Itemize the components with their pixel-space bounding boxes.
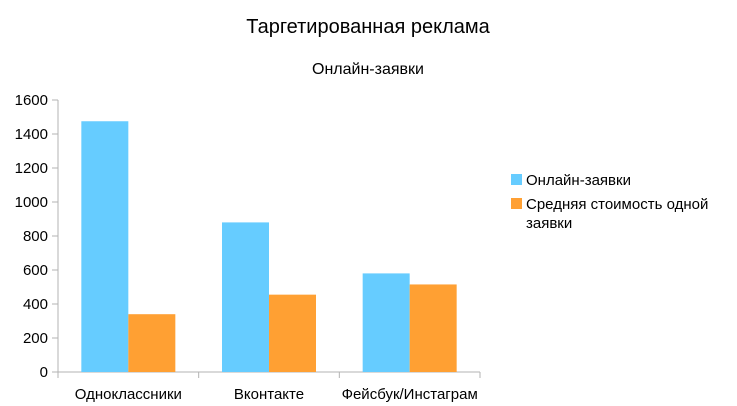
y-tick-label: 1400 [15,126,48,143]
legend-swatch [511,198,522,209]
y-tick-label: 0 [40,364,48,381]
bar [128,314,176,372]
y-tick-label: 400 [23,296,48,313]
legend: Онлайн-заявки Средняя стоимость одной заяв… [511,172,708,232]
bar [362,273,410,372]
legend-label: заявки [526,215,572,232]
y-tick-label: 1600 [15,92,48,109]
bars [81,121,457,372]
chart-subtitle: Онлайн-заявки [312,61,424,78]
y-axis: 0 200 400 600 800 1000 1200 1400 1600 [15,92,59,381]
legend-label: Средняя стоимость одной [526,196,708,213]
x-tick-label: Вконтакте [234,386,304,403]
bar [409,284,457,372]
legend-swatch [511,174,522,185]
y-tick-label: 600 [23,262,48,279]
bar [81,121,129,372]
x-tick-label: Одноклассники [75,386,182,403]
chart-title: Таргетированная реклама [246,16,490,38]
y-tick-label: 800 [23,228,48,245]
legend-label: Онлайн-заявки [526,172,631,189]
x-tick-label: Фейсбук/Инстаграм [342,386,478,403]
y-tick-label: 1200 [15,160,48,177]
x-axis: Одноклассники Вконтакте Фейсбук/Инстаграм [57,371,481,403]
bar [269,294,316,372]
y-tick-label: 1000 [15,194,48,211]
y-tick-label: 200 [23,330,48,347]
bar [222,222,269,372]
